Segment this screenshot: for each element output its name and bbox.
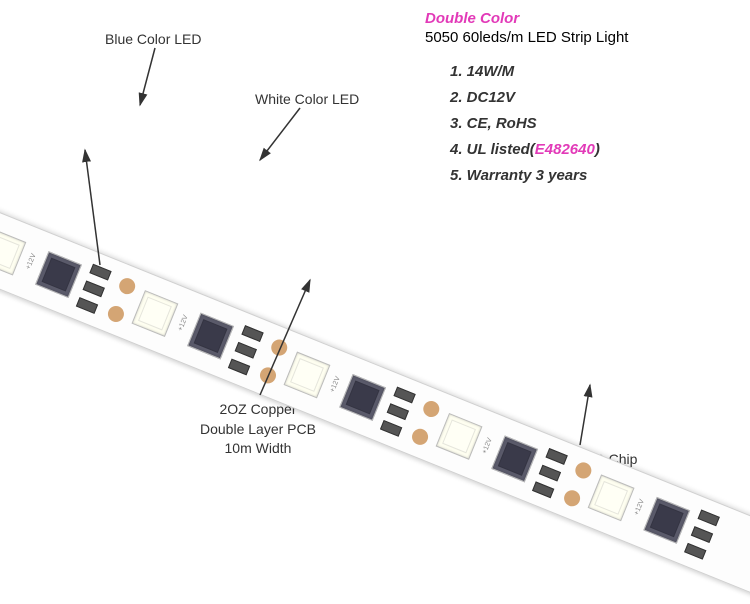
voltage-label: +12V (25, 256, 36, 270)
resistor-group (380, 387, 416, 437)
ul-number: E482640 (535, 141, 595, 158)
voltage-label: +12V (633, 502, 644, 516)
blue-led (339, 374, 386, 421)
label-epistar: Epistar LED Chip (530, 450, 637, 470)
arrow-white-led (260, 108, 300, 160)
voltage-label: +12V (177, 318, 188, 332)
white-led (436, 413, 483, 460)
spec-item: 5. Warranty 3 years (450, 164, 600, 188)
spec-item: 2. DC12V (450, 86, 600, 110)
white-led (0, 229, 26, 276)
white-led (588, 474, 635, 521)
arrow-cut-mark (85, 150, 100, 265)
arrow-overlay (0, 0, 750, 500)
arrow-epistar (580, 385, 590, 445)
led-strip: +12V +12V +12V +12V +12V (0, 200, 750, 604)
strip-container: +12V+12V+12V+12V+12V (0, 0, 750, 500)
label-cut-mark: Cut Mark Each 3leds Cutable (40, 270, 161, 309)
arrow-pcb (260, 280, 310, 395)
spec-item-ul: 4. UL listed(E482640) (450, 138, 600, 162)
spec-item: 1. 14W/M (450, 60, 600, 84)
solder-pad-group (258, 337, 290, 386)
label-blue-led: Blue Color LED (105, 30, 202, 50)
double-color-title: Double Color (425, 10, 628, 27)
resistor-group (228, 325, 264, 375)
header-subtitle: 5050 60leds/m LED Strip Light (425, 29, 628, 46)
white-led (284, 352, 331, 399)
blue-led (643, 497, 690, 544)
header-block: Double Color 5050 60leds/m LED Strip Lig… (425, 10, 628, 46)
label-pcb: 2OZ Copper Double Layer PCB 10m Width (200, 400, 316, 459)
voltage-label: +12V (329, 379, 340, 393)
spec-item: 3. CE, RoHS (450, 112, 600, 136)
blue-led (187, 313, 234, 360)
resistor-group (684, 509, 720, 559)
label-white-led: White Color LED (255, 90, 359, 110)
specs-list: 1. 14W/M 2. DC12V 3. CE, RoHS 4. UL list… (450, 60, 600, 190)
arrow-blue-led (140, 48, 155, 105)
voltage-label: +12V (481, 441, 492, 455)
solder-pad-group (410, 399, 442, 448)
